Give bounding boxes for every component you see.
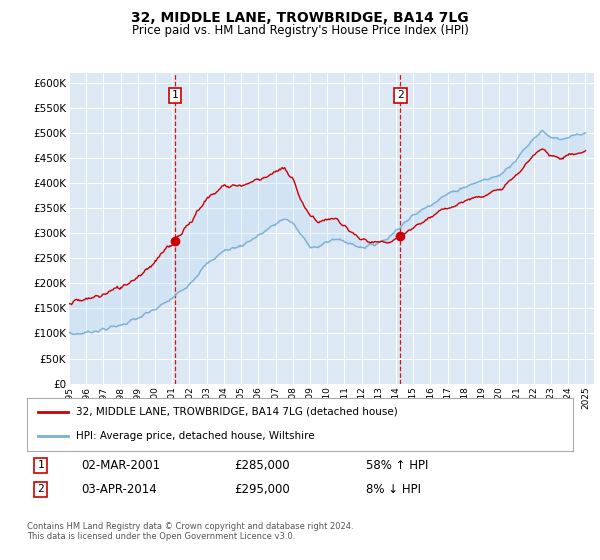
Text: 1: 1 [172, 90, 179, 100]
Text: 03-APR-2014: 03-APR-2014 [82, 483, 157, 496]
Text: 2: 2 [397, 90, 404, 100]
Text: HPI: Average price, detached house, Wiltshire: HPI: Average price, detached house, Wilt… [76, 431, 315, 441]
Text: 32, MIDDLE LANE, TROWBRIDGE, BA14 7LG (detached house): 32, MIDDLE LANE, TROWBRIDGE, BA14 7LG (d… [76, 407, 398, 417]
Text: 2: 2 [37, 484, 44, 494]
Text: 32, MIDDLE LANE, TROWBRIDGE, BA14 7LG: 32, MIDDLE LANE, TROWBRIDGE, BA14 7LG [131, 11, 469, 25]
Text: Contains HM Land Registry data © Crown copyright and database right 2024.
This d: Contains HM Land Registry data © Crown c… [27, 522, 353, 542]
Text: £285,000: £285,000 [235, 459, 290, 472]
Text: 58% ↑ HPI: 58% ↑ HPI [365, 459, 428, 472]
Text: Price paid vs. HM Land Registry's House Price Index (HPI): Price paid vs. HM Land Registry's House … [131, 24, 469, 37]
Text: 02-MAR-2001: 02-MAR-2001 [82, 459, 161, 472]
Text: £295,000: £295,000 [235, 483, 290, 496]
Text: 8% ↓ HPI: 8% ↓ HPI [365, 483, 421, 496]
Text: 1: 1 [37, 460, 44, 470]
